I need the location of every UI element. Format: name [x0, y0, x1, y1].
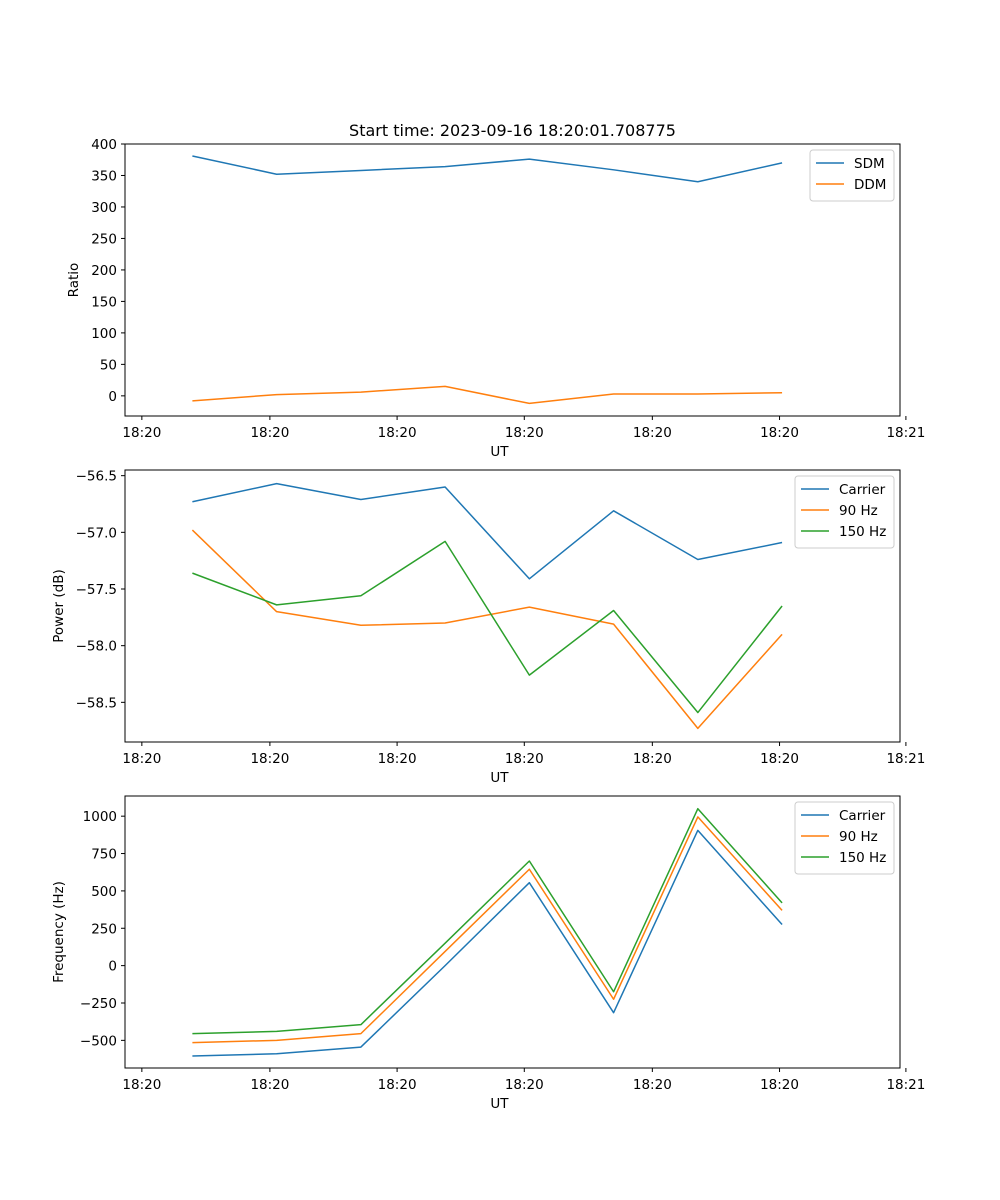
power-x-tick-label: 18:20	[505, 751, 544, 767]
frequency-x-tick-label: 18:20	[760, 1077, 799, 1093]
frequency-y-tick-label: −500	[80, 1033, 117, 1049]
ratio-x-tick-label: 18:20	[633, 425, 672, 441]
ratio-series-line-sdm	[192, 155, 783, 183]
power-y-tick-label: −56.5	[76, 469, 117, 485]
frequency-x-tick-label: 18:20	[378, 1077, 417, 1093]
ratio-x-axis-label: UT	[490, 444, 509, 460]
power-x-tick-label: 18:20	[250, 751, 289, 767]
frequency-x-tick-label: 18:20	[122, 1077, 161, 1093]
power-y-tick-label: −57.5	[76, 582, 117, 598]
chart-title: Start time: 2023-09-16 18:20:01.708775	[349, 121, 676, 140]
frequency-x-tick-label: 18:20	[505, 1077, 544, 1093]
power-series-line-150-hz	[192, 540, 783, 714]
power-y-tick-label: −58.5	[76, 695, 117, 711]
ratio-x-tick-label: 18:20	[760, 425, 799, 441]
power-panel: 18:20 18:20 18:20 18:20 18:20 18:20 18:21 −56.5…	[51, 469, 925, 786]
ratio-y-axis-label: Ratio	[66, 263, 82, 298]
frequency-y-tick-label: 500	[91, 884, 117, 900]
frequency-series-line-carrier	[192, 829, 783, 1057]
frequency-y-axis-label: Frequency (Hz)	[51, 881, 67, 983]
ratio-y-tick-label: 350	[91, 168, 117, 184]
power-legend-box	[794, 475, 895, 549]
power-x-tick-label: 18:20	[760, 751, 799, 767]
power-x-tick-label: 18:20	[122, 751, 161, 767]
power-legend-label-150-hz: 150 Hz	[839, 524, 886, 540]
power-y-tick-label: −58.0	[76, 639, 117, 655]
frequency-legend-label-150-hz: 150 Hz	[839, 850, 886, 866]
ratio-axes-frame	[124, 143, 901, 417]
ratio-y-tick-label: 0	[108, 389, 117, 405]
frequency-y-tick-label: 250	[91, 921, 117, 937]
power-x-axis-label: UT	[490, 770, 509, 786]
frequency-panel: 18:20 18:20 18:20 18:20 18:20 18:20 18:21 1000 7…	[51, 795, 925, 1112]
power-series-line-90-hz	[191, 529, 783, 730]
frequency-series-line-90-hz	[192, 816, 783, 1044]
frequency-x-axis-label: UT	[490, 1096, 509, 1112]
frequency-y-tick-label: 750	[91, 847, 117, 863]
frequency-y-tick-label: −250	[80, 996, 117, 1012]
frequency-x-tick-label: 18:20	[250, 1077, 289, 1093]
power-legend-label-carrier: Carrier	[839, 482, 886, 498]
ratio-y-tick-label: 400	[91, 137, 117, 153]
frequency-y-tick-label: 1000	[83, 809, 117, 825]
ratio-x-tick-label: 18:20	[250, 425, 289, 441]
ratio-y-tick-label: 50	[100, 357, 117, 373]
ratio-legend-label-sdm: SDM	[854, 156, 885, 172]
ratio-x-tick-label: 18:20	[378, 425, 417, 441]
ratio-y-tick-label: 100	[91, 326, 117, 342]
ratio-series-line-ddm	[192, 385, 783, 405]
ratio-y-tick-label: 300	[91, 200, 117, 216]
ratio-x-tick-label: 18:20	[122, 425, 161, 441]
frequency-legend: Carrier 90 Hz 150 Hz	[794, 801, 895, 875]
power-x-tick-label: 18:20	[378, 751, 417, 767]
ratio-y-tick-label: 150	[91, 294, 117, 310]
ratio-panel: 18:20 18:20 18:20 18:20 18:20 18:20 18:21 0 50 10…	[66, 137, 925, 460]
power-x-tick-label: 18:20	[633, 751, 672, 767]
frequency-axes-frame	[124, 795, 901, 1069]
frequency-legend-label-90-hz: 90 Hz	[839, 829, 878, 845]
ratio-y-tick-label: 250	[91, 231, 117, 247]
power-x-tick-label: 18:21	[886, 751, 925, 767]
frequency-series-line-150-hz	[192, 807, 783, 1035]
power-legend: Carrier 90 Hz 150 Hz	[794, 475, 895, 549]
ratio-legend: SDM DDM	[809, 149, 895, 202]
frequency-x-tick-label: 18:20	[633, 1077, 672, 1093]
ratio-y-tick-label: 200	[91, 263, 117, 279]
power-y-tick-label: −57.0	[76, 525, 117, 541]
power-y-axis-label: Power (dB)	[51, 569, 67, 642]
ratio-legend-label-ddm: DDM	[854, 177, 886, 193]
ratio-x-tick-label: 18:21	[886, 425, 925, 441]
power-axes-frame	[124, 469, 901, 743]
power-series-line-carrier	[192, 482, 783, 580]
frequency-legend-label-carrier: Carrier	[839, 808, 886, 824]
frequency-x-tick-label: 18:21	[886, 1077, 925, 1093]
frequency-y-tick-label: 0	[108, 959, 117, 975]
power-legend-label-90-hz: 90 Hz	[839, 503, 878, 519]
frequency-legend-box	[794, 801, 895, 875]
ratio-x-tick-label: 18:20	[505, 425, 544, 441]
